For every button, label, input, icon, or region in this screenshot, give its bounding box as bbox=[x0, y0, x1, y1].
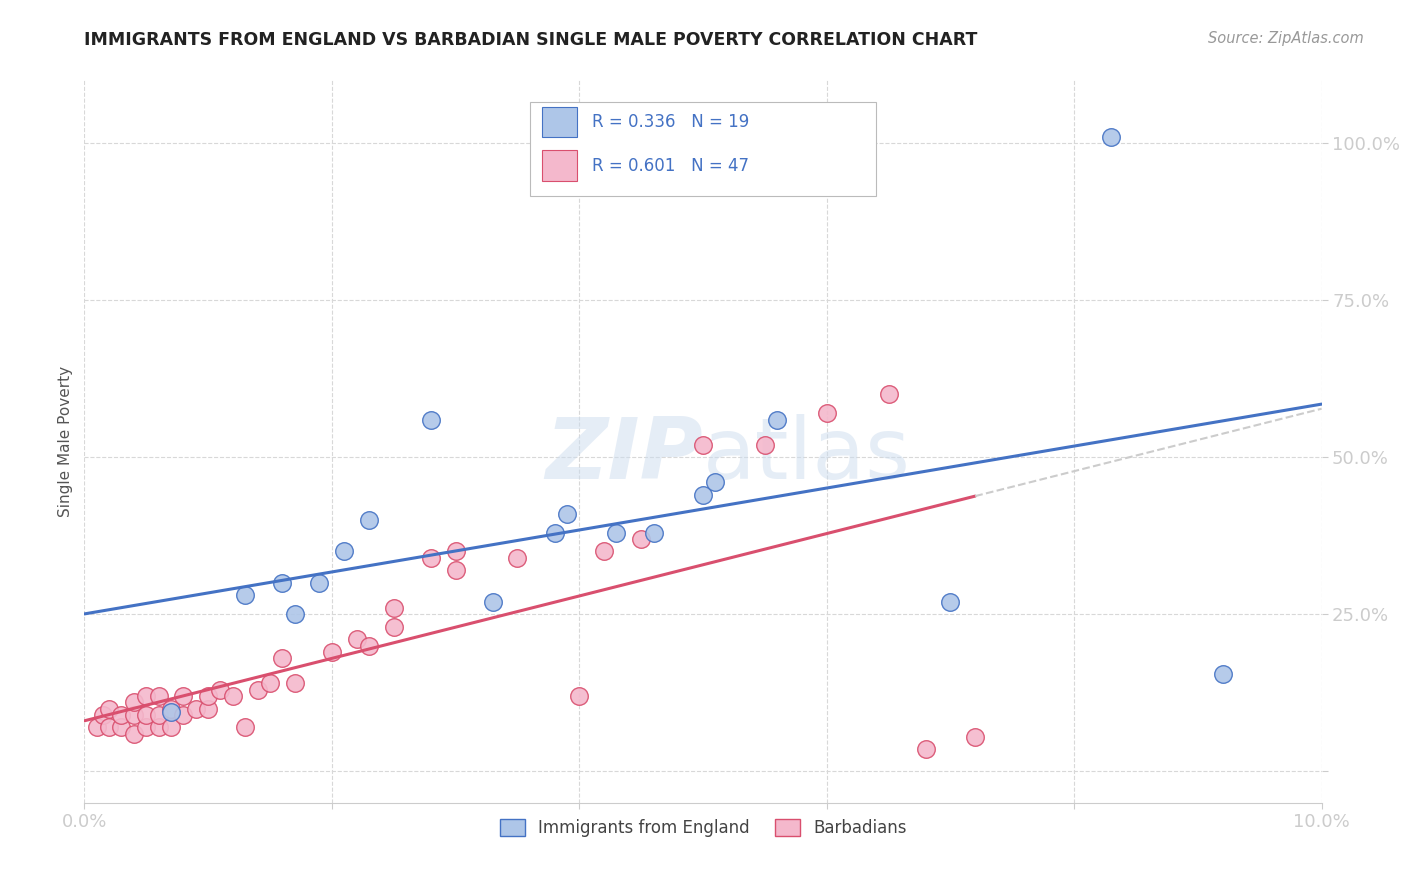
Point bbox=[284, 607, 307, 622]
Point bbox=[98, 720, 121, 734]
Point bbox=[877, 387, 900, 401]
Point bbox=[357, 639, 380, 653]
Point bbox=[1099, 129, 1122, 144]
Text: ZIP: ZIP bbox=[546, 415, 703, 498]
Point bbox=[172, 689, 194, 703]
Point bbox=[122, 707, 145, 722]
Point bbox=[160, 701, 183, 715]
Text: Source: ZipAtlas.com: Source: ZipAtlas.com bbox=[1208, 31, 1364, 46]
Point bbox=[766, 412, 789, 426]
Point bbox=[593, 544, 616, 558]
Point bbox=[184, 701, 207, 715]
Point bbox=[382, 620, 405, 634]
Text: atlas: atlas bbox=[703, 415, 911, 498]
Point bbox=[506, 550, 529, 565]
Point bbox=[643, 525, 665, 540]
Point bbox=[754, 438, 776, 452]
Point bbox=[321, 645, 343, 659]
Point bbox=[419, 550, 441, 565]
Point bbox=[209, 682, 232, 697]
Point bbox=[481, 595, 503, 609]
Point bbox=[605, 525, 627, 540]
Point bbox=[630, 532, 652, 546]
Point bbox=[148, 720, 170, 734]
Point bbox=[122, 695, 145, 709]
Point bbox=[692, 438, 714, 452]
FancyBboxPatch shape bbox=[543, 107, 576, 137]
Point bbox=[160, 705, 183, 719]
Point bbox=[197, 701, 219, 715]
Point bbox=[259, 676, 281, 690]
Point bbox=[246, 682, 269, 697]
Point bbox=[122, 727, 145, 741]
Y-axis label: Single Male Poverty: Single Male Poverty bbox=[58, 366, 73, 517]
Text: R = 0.336   N = 19: R = 0.336 N = 19 bbox=[592, 113, 749, 131]
Text: IMMIGRANTS FROM ENGLAND VS BARBADIAN SINGLE MALE POVERTY CORRELATION CHART: IMMIGRANTS FROM ENGLAND VS BARBADIAN SIN… bbox=[84, 31, 977, 49]
Point bbox=[148, 707, 170, 722]
Point bbox=[86, 720, 108, 734]
Point bbox=[197, 689, 219, 703]
Point bbox=[98, 701, 121, 715]
Point bbox=[543, 525, 565, 540]
Point bbox=[419, 412, 441, 426]
Point bbox=[110, 707, 132, 722]
Point bbox=[160, 720, 183, 734]
FancyBboxPatch shape bbox=[543, 151, 576, 181]
FancyBboxPatch shape bbox=[530, 102, 876, 196]
Point bbox=[914, 742, 936, 756]
Point bbox=[271, 651, 294, 665]
Point bbox=[148, 689, 170, 703]
Point bbox=[110, 720, 132, 734]
Point bbox=[135, 720, 157, 734]
Point bbox=[815, 406, 838, 420]
Point bbox=[284, 676, 307, 690]
Text: R = 0.601   N = 47: R = 0.601 N = 47 bbox=[592, 156, 748, 175]
Point bbox=[91, 707, 114, 722]
Point bbox=[382, 601, 405, 615]
Point bbox=[135, 689, 157, 703]
Point bbox=[704, 475, 727, 490]
Point bbox=[692, 488, 714, 502]
Point bbox=[444, 544, 467, 558]
Point bbox=[233, 589, 256, 603]
Legend: Immigrants from England, Barbadians: Immigrants from England, Barbadians bbox=[491, 810, 915, 845]
Point bbox=[346, 632, 368, 647]
Point bbox=[939, 595, 962, 609]
Point bbox=[271, 575, 294, 590]
Point bbox=[333, 544, 356, 558]
Point bbox=[444, 563, 467, 577]
Point bbox=[568, 689, 591, 703]
Point bbox=[135, 707, 157, 722]
Point bbox=[172, 707, 194, 722]
Point bbox=[555, 507, 578, 521]
Point bbox=[965, 730, 987, 744]
Point bbox=[357, 513, 380, 527]
Point bbox=[1212, 667, 1234, 681]
Point bbox=[222, 689, 245, 703]
Point bbox=[233, 720, 256, 734]
Point bbox=[308, 575, 330, 590]
